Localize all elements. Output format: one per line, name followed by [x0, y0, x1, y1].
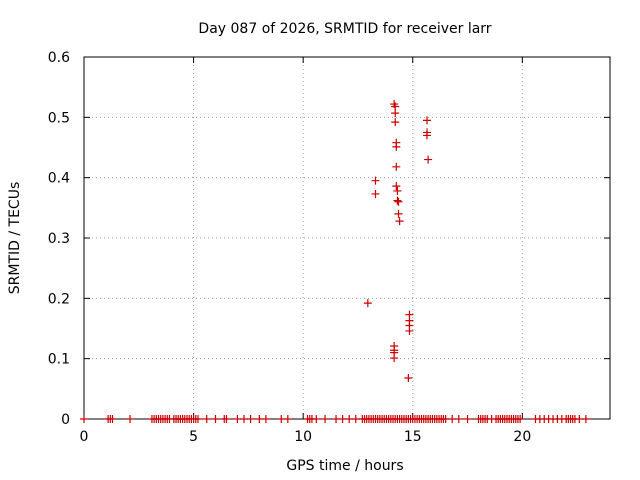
x-tick-label: 10 [294, 429, 312, 445]
data-point [126, 415, 135, 423]
x-axis-label: GPS time / hours [286, 458, 403, 474]
data-point [516, 415, 525, 423]
y-tick-label: 0.3 [48, 231, 70, 247]
data-point [80, 415, 88, 423]
data-point [391, 118, 400, 127]
data-point [261, 415, 270, 423]
data-point [393, 186, 402, 195]
data-point [581, 415, 590, 423]
data-point [392, 182, 401, 191]
data-point [392, 142, 401, 151]
data-point [424, 155, 433, 164]
data-point [246, 415, 255, 423]
data-point [222, 415, 231, 423]
plot-area-frame [83, 56, 611, 420]
data-point [283, 415, 292, 423]
grid-lines [84, 57, 610, 419]
data-point [321, 415, 330, 423]
data-point [202, 415, 211, 423]
y-axis-label: SRMTID / TECUs [7, 182, 23, 295]
data-point [393, 196, 402, 205]
x-tick-label: 15 [404, 429, 422, 445]
data-point [454, 415, 463, 423]
data-point [211, 415, 220, 423]
data-point [363, 299, 372, 308]
y-tick-label: 0.1 [48, 352, 70, 368]
data-point [394, 209, 403, 218]
y-tick-label: 0.4 [48, 171, 70, 187]
y-tick-label: 0.6 [48, 50, 70, 66]
data-point [371, 176, 380, 185]
y-tick-label: 0.2 [48, 291, 70, 307]
data-point [404, 373, 413, 382]
data-point [312, 415, 321, 423]
data-point [463, 415, 472, 423]
data-point [392, 162, 401, 171]
y-tick-label: 0 [61, 412, 70, 428]
data-point [193, 415, 202, 423]
x-tick-label: 0 [80, 429, 89, 445]
data-point [390, 354, 399, 363]
x-tick-label: 20 [513, 429, 531, 445]
chart-title: Day 087 of 2026, SRMTID for receiver lar… [198, 21, 491, 37]
data-point [394, 197, 403, 206]
data-points [80, 100, 590, 423]
data-point [108, 415, 117, 423]
data-point [422, 131, 431, 140]
data-point [395, 217, 404, 226]
data-point [371, 189, 380, 198]
data-point [405, 326, 414, 335]
data-point [422, 116, 431, 125]
y-tick-label: 0.5 [48, 110, 70, 126]
x-tick-label: 5 [189, 429, 198, 445]
data-point [391, 109, 400, 118]
axis-ticks: 0 5 10 15 20 0 0.1 0.2 0.3 0.4 0.5 0.6 [48, 50, 610, 445]
